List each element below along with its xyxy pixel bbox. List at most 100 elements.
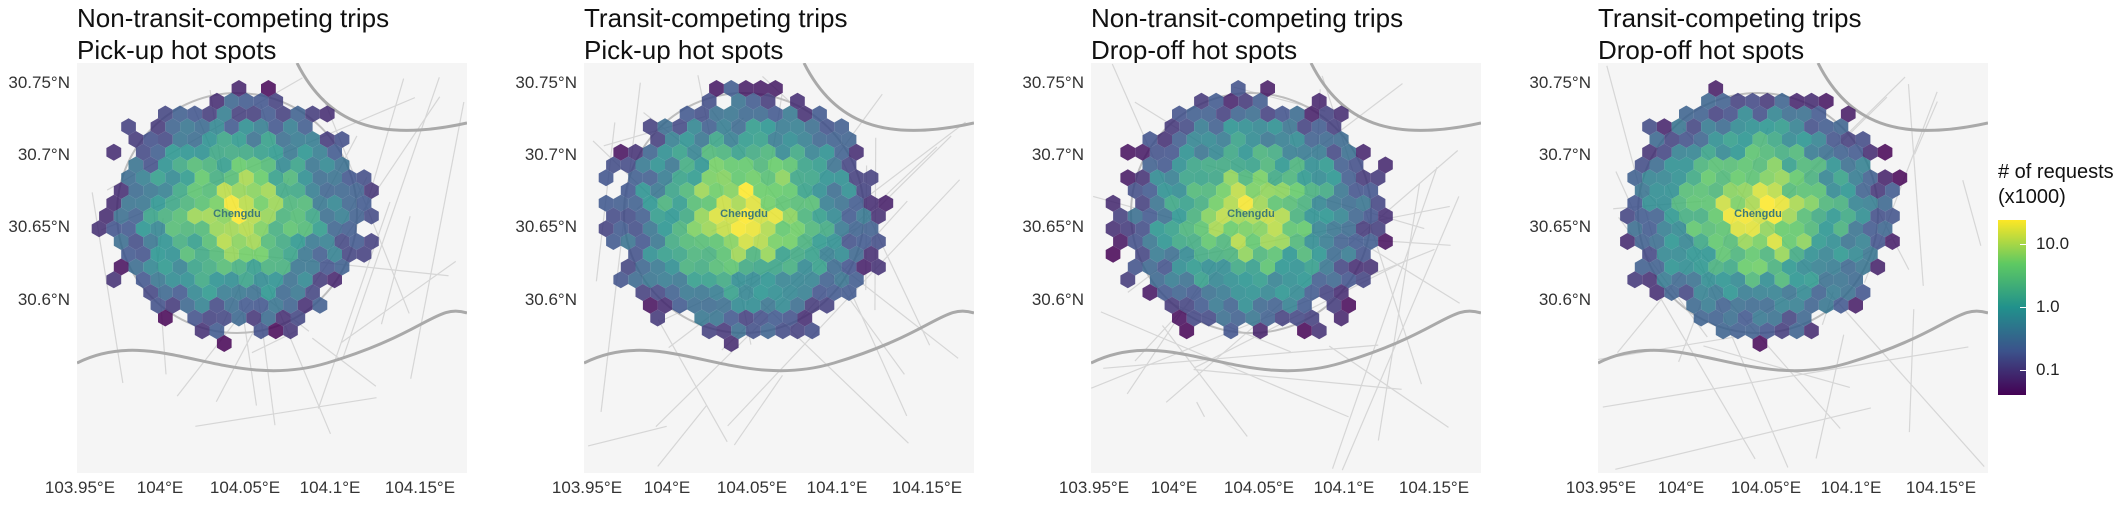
hex-cell [790,271,805,289]
hex-cell [1120,220,1136,238]
hex-cell [1870,233,1886,250]
hex-cell [1737,258,1753,276]
hex-cell [1304,207,1320,225]
hex-cell [679,233,695,250]
hex-cell [1282,296,1298,314]
panel-title-line1: Transit-competing trips [1598,3,1862,33]
hex-cell [1671,143,1687,161]
hex-cell [1157,284,1172,301]
hex-cell [826,156,842,174]
hex-cell [1223,322,1239,340]
hex-cell [349,233,365,250]
hex-cell [1245,207,1261,225]
hex-cell [319,131,335,148]
hex-cell [1818,92,1834,110]
hex-cell [1311,245,1327,263]
hex-cell [194,169,210,187]
hex-cell [334,207,350,225]
hex-cell [1796,284,1812,301]
hex-cell [1730,296,1746,314]
hex-cell [1885,207,1900,225]
hexbin-map[interactable]: Chengdu [584,63,974,473]
hex-cell [283,296,298,314]
hex-cell [246,105,261,123]
hex-cell [261,309,276,327]
hex-cell [635,207,651,225]
hex-cell [731,296,746,314]
hex-cell [1752,182,1768,199]
hex-cell [1223,169,1239,187]
hex-cell [1223,220,1239,238]
hex-cell [1297,169,1312,187]
hex-cell [1686,118,1702,136]
hex-cell [1157,258,1172,276]
hex-cell [1238,220,1253,238]
hex-cell [1333,156,1349,174]
hex-cell [687,169,702,187]
hex-cell [701,92,717,110]
hex-cell [723,233,739,250]
hex-cell [121,245,136,263]
hex-cell [672,143,688,161]
hex-cell [1120,169,1136,187]
hex-cell [231,233,247,250]
x-tick-label: 104.15°E [891,478,963,497]
hex-cell [834,220,849,238]
hex-cell [1737,233,1753,250]
hex-cell [172,131,188,148]
hex-cell [1833,169,1849,187]
hexbin-map[interactable]: Chengdu [1091,63,1481,473]
hex-cell [1223,92,1239,110]
hex-cell [1701,220,1716,238]
hex-cell [246,207,261,225]
hex-cell [312,143,328,161]
hex-cell [775,296,791,314]
hex-cell [1319,207,1334,225]
hex-cell [790,143,805,161]
hex-cell [1723,105,1738,123]
hex-cell [1216,131,1231,148]
hex-cell [1752,105,1768,123]
hex-cell [1149,271,1165,289]
hex-cell [1113,233,1128,250]
hex-cell [1289,105,1305,123]
hex-cell [738,156,754,174]
hex-cell [1767,258,1782,276]
x-tick-label: 104.05°E [716,478,788,497]
hex-cell [1767,233,1782,250]
hex-cell [305,207,320,225]
map-canvas: Chengdu [1598,63,1988,470]
hex-cell [1319,131,1334,148]
hex-cell [672,245,688,263]
road-line [1100,311,1349,418]
hex-cell [709,207,724,225]
hex-cell [642,194,658,212]
city-label: Chengdu [1227,208,1275,220]
hex-cell [283,220,298,238]
hex-cell [679,105,695,123]
hex-cell [1759,220,1775,238]
hex-cell [1142,131,1158,148]
hex-cell [1164,143,1180,161]
hex-cell [1319,284,1334,301]
hexbin-map[interactable]: Chengdu [77,63,467,473]
expressway [1309,63,1481,132]
hex-cell [150,194,166,212]
hex-cell [650,284,665,301]
hex-cell [753,105,768,123]
road-line [1962,179,1982,246]
hex-cell [290,284,306,301]
x-tick-label: 104.15°E [1398,478,1470,497]
hex-cell [1289,131,1305,148]
hex-cell [790,220,805,238]
hex-cell [1356,245,1371,263]
hex-cell [1811,207,1827,225]
hexbin-map[interactable]: Chengdu [1598,63,1988,473]
y-tick-label: 30.65°N [1022,217,1084,236]
hex-cell [1796,233,1812,250]
hex-cell [1194,92,1209,110]
hex-cell [231,131,247,148]
hex-cell [319,233,335,250]
hex-cell [606,207,621,225]
hex-cell [1326,169,1342,187]
